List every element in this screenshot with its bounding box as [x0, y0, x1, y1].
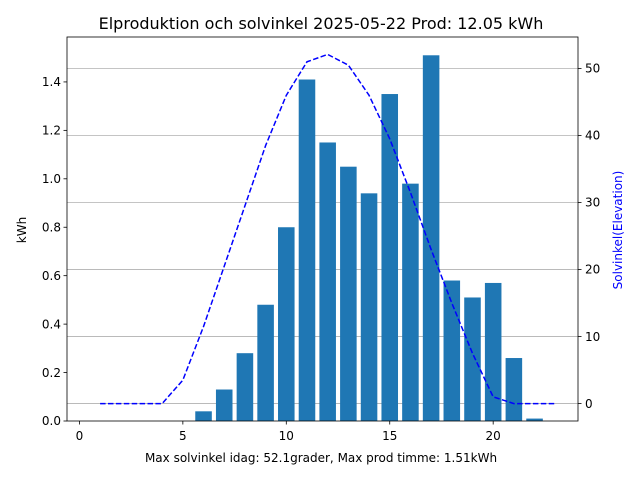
line-layer	[100, 53, 556, 405]
bar	[319, 142, 336, 421]
bar	[422, 55, 440, 422]
y-tick-label: 0.0	[42, 414, 61, 428]
y-tick-label: 0.4	[42, 317, 61, 331]
y2-tick-label: 50	[585, 62, 600, 76]
bar	[215, 389, 233, 421]
y-tick-label: 1.4	[42, 75, 61, 89]
bar	[360, 193, 378, 421]
bar	[526, 418, 543, 421]
bar	[464, 297, 481, 421]
ticks-layer: 0 5 10 15 20 0.0 0.2 0.4 0.6 0.8 1.0 1.2 1.4 0 10 20 30 4…	[42, 62, 600, 444]
bars-layer	[195, 55, 543, 422]
y2-tick-label: 0	[585, 397, 593, 411]
bar	[340, 166, 357, 421]
y-tick-label: 0.6	[42, 269, 61, 283]
bar	[298, 79, 316, 422]
x-tick-label: 10	[279, 429, 294, 443]
bar	[443, 280, 461, 421]
bar	[402, 183, 419, 421]
y-axis-label: kWh	[15, 217, 29, 243]
y2-tick-label: 30	[585, 196, 600, 210]
bar	[257, 304, 274, 421]
x-tick-label: 20	[486, 429, 501, 443]
x-axis-label: Max solvinkel idag: 52.1grader, Max prod…	[145, 451, 497, 465]
x-tick-label: 5	[179, 429, 187, 443]
bar	[278, 227, 295, 421]
y2-tick-label: 40	[585, 129, 600, 143]
x-tick-label: 0	[76, 429, 84, 443]
bar	[195, 411, 212, 421]
elevation-line	[100, 53, 556, 405]
y-tick-label: 0.8	[42, 220, 61, 234]
y-tick-label: 0.2	[42, 366, 61, 380]
bar	[505, 358, 523, 421]
y2-axis-label: Solvinkel(Elevation)	[611, 171, 625, 290]
bar	[236, 353, 254, 421]
y-tick-label: 1.2	[42, 124, 61, 138]
chart-title: Elproduktion och solvinkel 2025-05-22 Pr…	[99, 14, 544, 33]
y2-tick-label: 10	[585, 330, 600, 344]
y-tick-label: 1.0	[42, 172, 61, 186]
bar	[484, 282, 502, 421]
axes-layer	[66, 36, 579, 422]
plot-frame	[66, 36, 579, 422]
y2-tick-label: 20	[585, 263, 600, 277]
x-tick-label: 15	[382, 429, 397, 443]
bar	[381, 94, 399, 421]
